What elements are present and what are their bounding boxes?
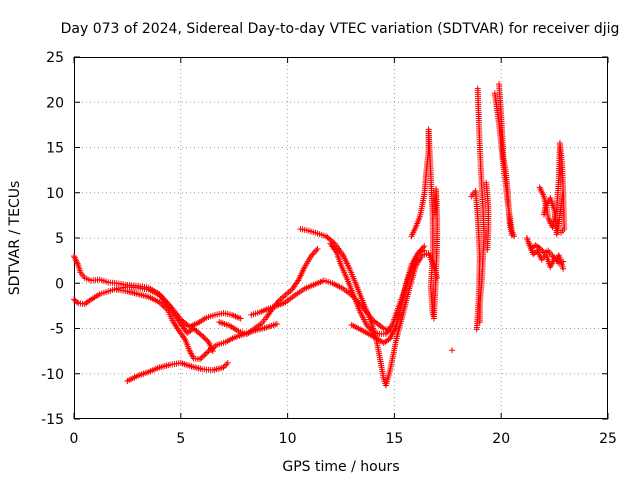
data-point xyxy=(310,250,317,257)
data-point xyxy=(197,356,204,363)
data-point xyxy=(201,352,208,359)
data-point xyxy=(560,265,567,272)
y-tick-label: -5 xyxy=(50,322,64,338)
y-tick-label: 10 xyxy=(46,186,64,202)
data-point xyxy=(162,304,169,311)
y-tick-label: 5 xyxy=(55,231,64,247)
x-tick-label: 5 xyxy=(176,431,185,447)
data-point xyxy=(157,300,164,307)
x-axis-label: GPS time / hours xyxy=(282,459,399,475)
data-point xyxy=(476,319,483,326)
data-point xyxy=(417,247,424,254)
y-tick-label: 0 xyxy=(55,276,64,292)
data-point xyxy=(421,243,428,250)
y-tick-label: -10 xyxy=(41,367,64,383)
data-point xyxy=(416,248,423,255)
x-tick-label: 20 xyxy=(492,431,510,447)
y-tick-label: -15 xyxy=(41,412,64,428)
data-point xyxy=(199,353,206,360)
data-point xyxy=(508,232,515,239)
y-tick-label: 25 xyxy=(46,50,64,66)
data-point xyxy=(368,327,375,334)
data-point xyxy=(560,258,567,265)
data-point xyxy=(311,248,318,255)
data-point xyxy=(159,301,166,308)
data-point xyxy=(558,229,565,236)
data-point xyxy=(202,350,209,357)
data-point xyxy=(313,247,320,254)
x-tick-label: 15 xyxy=(385,431,403,447)
data-points xyxy=(71,81,568,389)
chart-title: Day 073 of 2024, Sidereal Day-to-day VTE… xyxy=(61,21,620,37)
data-point xyxy=(366,324,373,331)
x-tick-label: 0 xyxy=(70,431,79,447)
data-point xyxy=(201,335,208,342)
data-point xyxy=(203,336,210,343)
x-tick-label: 25 xyxy=(599,431,617,447)
data-point xyxy=(204,349,211,356)
data-point xyxy=(367,326,374,333)
data-point xyxy=(420,244,427,251)
data-point xyxy=(160,303,167,310)
data-point xyxy=(484,246,491,253)
data-point xyxy=(156,299,163,306)
data-point xyxy=(449,347,456,354)
data-point xyxy=(199,332,206,339)
axis-ticks: 0 5 10 15 20 25 -15 -10 -5 0 5 10 15 20 25 xyxy=(41,50,617,447)
data-point xyxy=(418,246,425,253)
y-axis-label: SDTVAR / TECUs xyxy=(7,181,23,296)
data-point xyxy=(200,334,207,341)
data-point xyxy=(314,245,321,252)
data-point xyxy=(204,337,211,344)
data-point xyxy=(224,359,231,366)
data-point xyxy=(198,354,205,361)
data-point xyxy=(237,315,244,322)
data-point xyxy=(363,321,370,328)
data-point xyxy=(73,298,80,305)
data-point xyxy=(308,253,315,260)
data-point xyxy=(163,306,170,313)
y-tick-label: 15 xyxy=(46,141,64,157)
data-point xyxy=(309,251,316,258)
y-tick-label: 20 xyxy=(46,95,64,111)
data-point xyxy=(364,323,371,330)
data-point xyxy=(473,326,480,333)
data-point xyxy=(273,320,280,327)
x-tick-label: 10 xyxy=(279,431,297,447)
data-point xyxy=(414,250,421,257)
data-point xyxy=(223,361,230,368)
data-point xyxy=(430,315,437,322)
